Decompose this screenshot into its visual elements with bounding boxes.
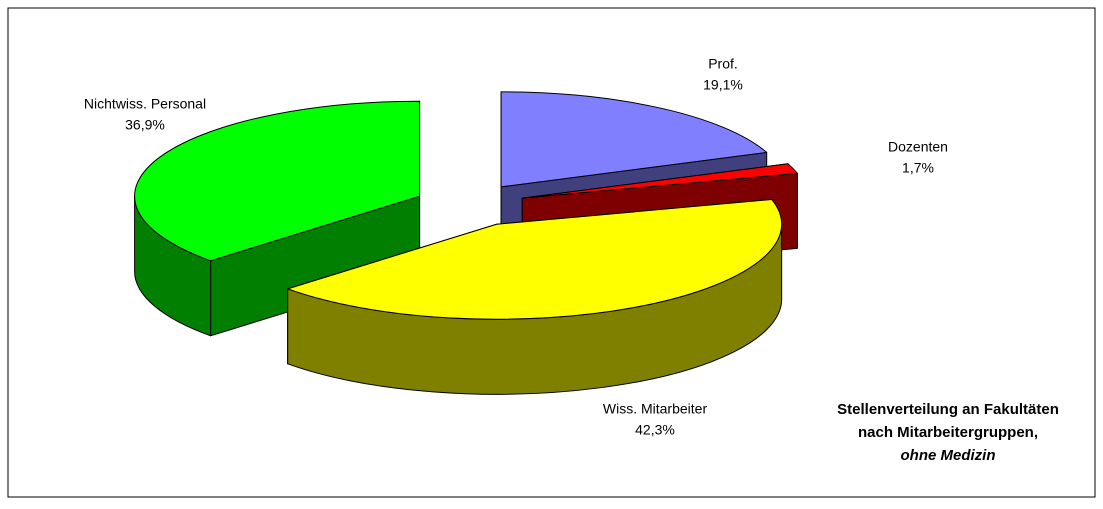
slice — [134, 100, 421, 262]
slice-value-label: 1,7% — [902, 160, 934, 176]
slice-value-label: 42,3% — [635, 422, 675, 438]
chart-title: Stellenverteilung an Fakultäten — [837, 401, 1059, 418]
pie — [134, 91, 798, 395]
chart-title: nach Mitarbeitergruppen, — [858, 424, 1038, 441]
slice-label: Wiss. Mitarbeiter — [603, 401, 708, 417]
slice-value-label: 19,1% — [703, 77, 743, 93]
slice — [287, 198, 783, 320]
slice-value-label: 36,9% — [125, 117, 165, 133]
slice — [500, 91, 768, 188]
slice-label: Prof. — [708, 56, 738, 72]
slice-label: Nichtwiss. Personal — [84, 96, 206, 112]
slice — [521, 163, 798, 199]
slice-label: Dozenten — [888, 139, 948, 155]
chart-title: ohne Medizin — [901, 447, 996, 464]
